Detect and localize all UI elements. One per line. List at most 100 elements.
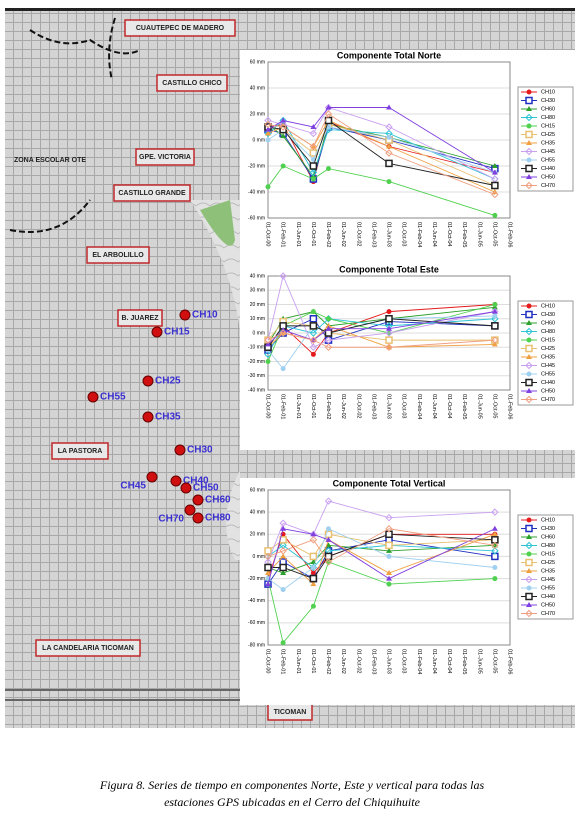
point xyxy=(279,272,287,280)
point xyxy=(310,603,316,609)
legend-label: CH80 xyxy=(541,115,555,121)
point xyxy=(325,536,332,542)
x-tick-label: 01-Jun-05 xyxy=(476,394,482,419)
x-tick-label: 01-Jun-02 xyxy=(340,394,346,419)
x-tick-label: 01-Oct-02 xyxy=(355,649,361,673)
point xyxy=(526,337,532,343)
point xyxy=(309,343,318,351)
point xyxy=(386,575,392,581)
fault-line xyxy=(9,17,141,233)
x-tick-label: 01-Jun-04 xyxy=(431,649,437,674)
label-box xyxy=(51,442,109,460)
x-tick-label: 01-Jun-05 xyxy=(476,222,482,247)
y-tick-label: 60 mm xyxy=(250,59,265,65)
map-label: B. JUAREZ xyxy=(122,315,160,322)
point xyxy=(310,157,316,162)
x-tick-label: 01-Oct-04 xyxy=(446,649,452,673)
x-tick-label: 01-Feb-06 xyxy=(507,649,513,674)
point xyxy=(386,134,392,140)
legend-label: CH45 xyxy=(541,363,555,369)
y-tick-label: 60 mm xyxy=(250,487,265,493)
point xyxy=(386,547,392,553)
station-marker xyxy=(184,504,196,516)
point xyxy=(309,129,318,138)
point xyxy=(310,565,316,570)
point xyxy=(491,508,499,516)
legend-label: CH25 xyxy=(541,132,555,138)
legend-label: CH15 xyxy=(541,551,555,557)
point xyxy=(491,341,498,347)
series-line xyxy=(267,165,496,216)
y-tick-label: -20 mm xyxy=(248,359,265,365)
point xyxy=(491,531,498,537)
chart-panel xyxy=(240,267,575,450)
y-tick-label: -40 mm xyxy=(248,387,265,393)
x-tick-label: 01-Feb-01 xyxy=(280,222,286,247)
point xyxy=(280,570,287,576)
x-tick-label: 01-Feb-01 xyxy=(280,394,286,419)
y-tick-label: 30 mm xyxy=(250,288,265,294)
y-tick-label: 40 mm xyxy=(250,85,265,91)
chart: Componente Total Norte -60 mm -40 mm -20 mm… xyxy=(240,50,575,278)
series-line xyxy=(267,500,495,563)
legend-label: CH10 xyxy=(541,517,555,523)
legend-label: CH40 xyxy=(541,594,555,600)
point xyxy=(310,570,316,576)
y-tick-label: -40 mm xyxy=(248,598,265,604)
point xyxy=(492,576,498,582)
point xyxy=(525,361,533,370)
station-label: CH45 xyxy=(120,481,146,492)
point xyxy=(386,143,392,149)
x-tick-label: 01-Oct-01 xyxy=(310,649,316,673)
y-tick-label: -40 mm xyxy=(248,189,265,195)
x-tick-label: 01-Oct-00 xyxy=(265,222,271,246)
point xyxy=(525,541,533,550)
x-tick-label: 01-Feb-02 xyxy=(325,222,331,247)
point xyxy=(280,587,286,593)
y-tick-label: 40 mm xyxy=(250,509,265,515)
point xyxy=(309,315,318,323)
chart-title: Componente Total Vertical xyxy=(333,478,446,488)
legend-label: CH50 xyxy=(541,388,555,394)
point xyxy=(325,542,332,548)
x-tick-label: 01-Jun-02 xyxy=(340,222,346,247)
x-tick-label: 01-Feb-05 xyxy=(461,394,467,419)
point xyxy=(309,536,318,544)
point xyxy=(525,181,533,190)
point xyxy=(265,341,271,347)
x-tick-label: 01-Oct-00 xyxy=(265,649,271,673)
point xyxy=(526,123,532,129)
point xyxy=(526,174,532,179)
point xyxy=(325,104,332,110)
point xyxy=(386,104,392,110)
point xyxy=(491,175,499,183)
legend-label: CH50 xyxy=(541,174,555,180)
point xyxy=(491,525,498,531)
point xyxy=(526,551,532,557)
station-label: CH60 xyxy=(205,495,231,506)
point xyxy=(279,519,287,527)
x-tick-label: 01-Oct-01 xyxy=(310,394,316,418)
x-tick-label: 01-Feb-06 xyxy=(507,394,513,419)
x-tick-label: 01-Jun-01 xyxy=(295,222,301,247)
map-label: CASTILLO GRANDE xyxy=(118,190,186,197)
point xyxy=(280,117,287,123)
station-marker xyxy=(151,326,163,338)
map-label: LA PASTORA xyxy=(58,448,103,455)
legend-label: CH70 xyxy=(541,183,555,189)
legend-label: CH80 xyxy=(541,329,555,335)
series-line xyxy=(267,544,495,574)
point xyxy=(491,336,499,344)
point xyxy=(491,169,498,175)
point xyxy=(310,351,316,357)
legend-label: CH55 xyxy=(541,157,555,163)
station-label: CH55 xyxy=(100,392,126,403)
series-line xyxy=(267,544,495,569)
point xyxy=(310,581,317,587)
point xyxy=(525,147,533,156)
station-marker xyxy=(180,482,192,494)
point xyxy=(491,190,499,199)
point xyxy=(264,552,272,561)
point xyxy=(525,310,533,319)
